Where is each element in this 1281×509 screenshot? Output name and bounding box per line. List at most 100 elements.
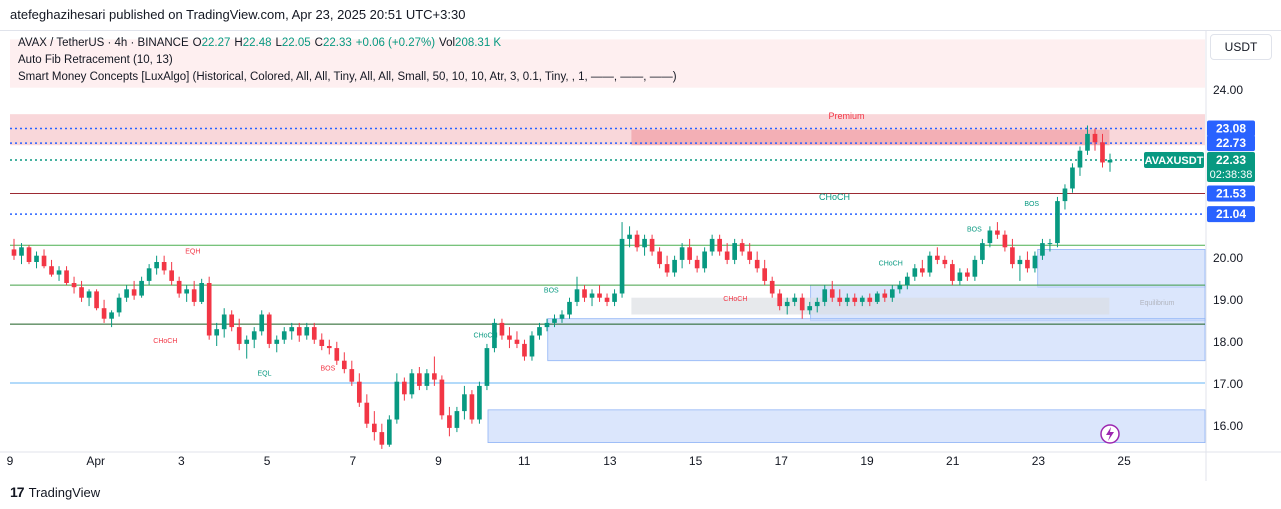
candle-body [454,411,460,428]
candle-body [859,297,865,302]
candle-body [754,259,760,269]
x-tick-label: 7 [349,454,356,468]
candle-body [912,268,918,277]
candle-body [432,373,437,380]
candle-body [1017,259,1023,265]
candle-body [214,329,220,336]
candle-body [544,322,550,328]
volume-value: 208.31 K [455,37,502,49]
candle-body [34,255,39,262]
candle-body [837,297,843,302]
candle-body [199,283,204,302]
annotation-label: Equilibrium [1140,300,1175,307]
candle-body [109,312,114,319]
annotation-label: CHoCH [474,333,498,340]
candle-body [1010,247,1015,265]
footer-brand: 17 TradingView [10,484,100,500]
chart-frame: Premium CHoCH Equilibrium EQH CHoCH EQL BOS CHo… [0,30,1281,481]
annotation-label: BOS [1024,201,1039,208]
annotation-label: CHoCH [879,260,903,267]
y-tick-label: 20.00 [1213,251,1243,265]
candle-body [529,335,535,357]
candle-body [927,255,933,273]
x-tick-label: 11 [518,454,531,468]
candle-body [972,259,978,277]
candle-body [717,238,722,252]
candle-body [559,314,565,319]
candle-body [935,255,940,260]
candle-body [1070,167,1075,189]
candle-body [649,238,655,252]
candle-body [829,289,835,298]
y-tick-label: 16.00 [1213,419,1243,433]
candle-body [477,385,482,420]
brand-name: TradingView [28,484,101,500]
candle-body [1055,201,1060,244]
candle-body [326,346,332,349]
candle-body [784,301,790,307]
candle-body [507,335,512,340]
candle-body [364,402,370,424]
price-label-box [1207,185,1255,202]
candle-body [965,272,970,277]
indicator-fib[interactable]: Auto Fib Retracement (10, 13) [18,54,173,66]
indicator-smc[interactable]: Smart Money Concepts [LuxAlgo] (Historic… [18,71,677,83]
y-tick-label: 19.00 [1213,293,1243,307]
annotation-label: BOS [320,365,335,372]
x-tick-label: 5 [264,454,271,468]
candle-body [589,293,595,298]
candle-body [236,327,242,344]
candle-body [852,297,858,302]
annotation-label: CHoCH [153,338,177,345]
low-value: 22.05 [281,37,311,49]
open-label: O [192,37,202,49]
candle-body [1092,133,1098,143]
candle-body [492,322,497,349]
candle-body [1085,133,1090,151]
candle-body [522,343,527,357]
candle-body [920,268,925,273]
candle-body [402,381,407,395]
candle-body [79,287,84,298]
currency-button[interactable]: USDT [1210,34,1272,60]
candle-body [897,285,903,290]
candle-body [296,327,302,336]
candle-body [619,238,625,294]
price-label-box [1207,206,1255,223]
candle-body [1100,142,1105,163]
candle-body [161,262,167,271]
candle-body [274,339,280,344]
candle-body [334,348,340,361]
candle-body [281,331,287,340]
x-tick-label: 21 [946,454,960,468]
candlestick-chart[interactable]: Premium CHoCH Equilibrium EQH CHoCH EQL BOS CHo… [0,31,1281,481]
price-label-text: 23.08 [1216,121,1246,135]
candle-body [244,339,250,344]
candle-body [221,314,227,330]
candle-body [882,293,888,298]
candle-body [131,289,137,296]
zone-premium-fvg [631,129,1110,146]
candle-body [379,432,385,445]
price-label-box [1207,120,1255,137]
candle-body [1025,259,1030,269]
candle-body [191,289,197,302]
candle-body [995,230,1000,235]
candle-body [154,262,159,269]
x-tick-label: 23 [1032,454,1046,468]
candle-body [319,339,325,346]
price-label-text: 22.33 [1216,153,1246,167]
candle-body [709,238,715,252]
candle-body [349,369,355,382]
candle-body [101,308,107,319]
candle-body [311,327,317,340]
candle-body [116,297,122,313]
x-tick-label: 17 [775,454,789,468]
candle-body [146,268,152,281]
candle-body [86,291,92,298]
x-tick-label: 3 [178,454,185,468]
y-tick-label: 17.00 [1213,377,1243,391]
x-tick-label: Apr [86,454,105,468]
symbol-label[interactable]: AVAX / TetherUS · 4h · BINANCE [18,37,189,49]
